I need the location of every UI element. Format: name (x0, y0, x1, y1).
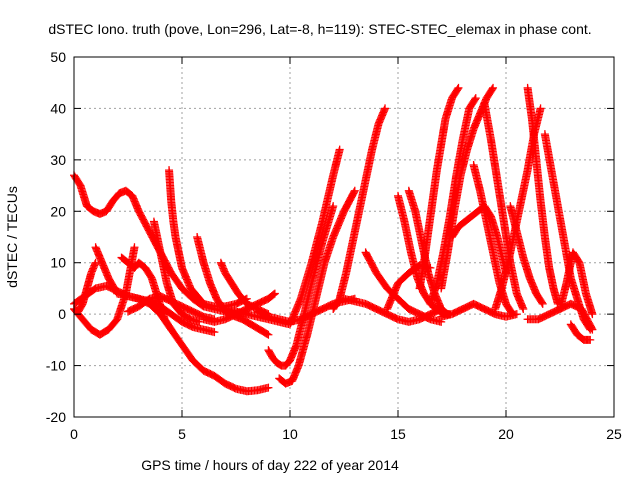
data-points (70, 83, 597, 396)
data-point (350, 188, 359, 197)
y-tick-label: 50 (50, 49, 66, 65)
x-tick-label: 0 (70, 426, 78, 442)
data-point (536, 104, 545, 113)
data-point (586, 335, 595, 344)
series-13 (264, 202, 338, 370)
y-axis: -20 -10 0 10 20 30 40 50 (46, 49, 614, 425)
data-point (269, 290, 278, 299)
chart-title: dSTEC Iono. truth (pove, Lon=296, Lat=-8… (48, 21, 591, 37)
series-30 (523, 83, 562, 308)
x-tick-label: 20 (498, 426, 514, 442)
data-point (489, 83, 498, 92)
data-point (263, 329, 272, 338)
series-22 (415, 83, 463, 293)
data-point (512, 310, 521, 319)
y-tick-label: -10 (46, 358, 66, 374)
y-axis-title: dSTEC / TECUs (4, 186, 20, 288)
data-point (335, 145, 344, 154)
data-point (195, 317, 204, 326)
data-point (586, 325, 595, 334)
x-tick-label: 5 (178, 426, 186, 442)
y-tick-label: 30 (50, 152, 66, 168)
x-tick-label: 15 (390, 426, 406, 442)
data-point (381, 104, 390, 113)
series-14 (275, 186, 359, 388)
data-point (210, 328, 219, 337)
series-29 (506, 202, 547, 308)
x-axis-title: GPS time / hours of day 222 of year 2014 (141, 457, 399, 473)
data-point (130, 243, 139, 252)
x-axis: 0 5 10 15 20 25 (70, 57, 622, 442)
series-35 (437, 299, 521, 321)
data-point (264, 383, 273, 392)
x-tick-label: 10 (282, 426, 298, 442)
data-point (538, 299, 547, 308)
y-tick-label: 0 (58, 306, 66, 322)
data-point (329, 202, 338, 211)
y-tick-label: 10 (50, 255, 66, 271)
data-point (488, 85, 497, 94)
data-point (350, 186, 359, 195)
series-34 (566, 320, 595, 344)
data-point (453, 85, 462, 94)
series-33 (556, 248, 597, 319)
plot-frame (73, 56, 615, 418)
data-point (471, 94, 480, 103)
x-tick-label: 25 (606, 426, 622, 442)
series-7 (149, 217, 204, 326)
y-tick-label: 20 (50, 203, 66, 219)
data-point (166, 324, 175, 333)
data-point (167, 325, 176, 334)
series-18 (361, 248, 446, 326)
data-point (264, 330, 273, 339)
data-point (454, 83, 463, 92)
data-point (470, 95, 479, 104)
series-16 (329, 104, 390, 313)
y-tick-label: -20 (46, 409, 66, 425)
data-point (519, 305, 528, 313)
y-tick-label: 40 (50, 100, 66, 116)
data-point (585, 324, 594, 333)
data-point (270, 289, 279, 298)
series-24 (437, 83, 498, 293)
data-point (537, 298, 546, 307)
data-point (588, 310, 597, 319)
